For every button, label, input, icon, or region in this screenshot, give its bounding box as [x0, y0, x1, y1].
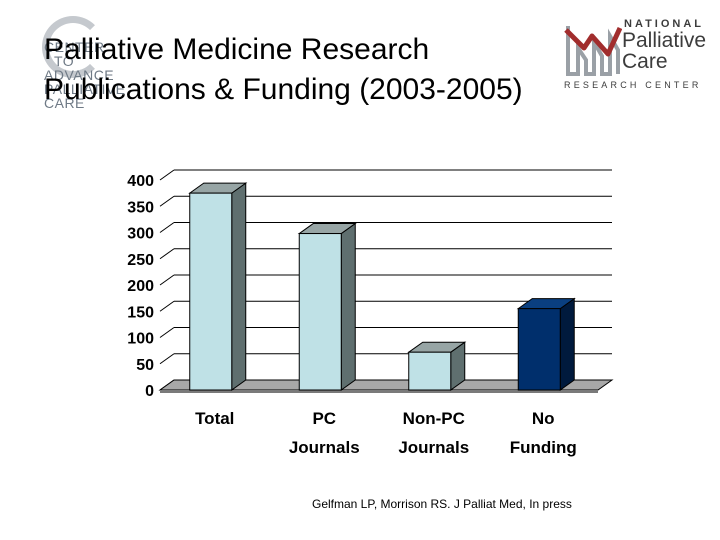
nprc-palliative-text: Palliative	[622, 29, 707, 52]
bar-chart: 0 50 100 150 200 250 300 350 400 Total PC Journals N…	[127, 169, 614, 457]
capc-logo: CENTER TO ADVANCE PALLIATIVE CARE	[40, 14, 140, 110]
citation: Gelfman LP, Morrison RS. J Palliat Med, …	[312, 497, 572, 511]
gridline-side	[159, 327, 175, 338]
x-tick-label: No	[532, 409, 555, 428]
gridline-side	[159, 195, 175, 207]
x-tick-label: PC	[312, 409, 336, 428]
gridline-side	[159, 248, 175, 260]
bar-side	[231, 182, 247, 391]
y-tick-label: 350	[127, 199, 154, 216]
x-tick-label: Non-PC	[403, 409, 465, 428]
gridline-side	[159, 274, 175, 286]
gridline-side	[159, 300, 175, 312]
nprc-research-center-text: RESEARCH CENTER	[564, 80, 702, 90]
nprc-logo: NATIONAL Palliative Care RESEARCH CENTER	[560, 18, 710, 94]
x-tick-label: Journals	[398, 438, 469, 457]
nprc-care-text: Care	[622, 50, 668, 73]
nprc-national-text: NATIONAL	[624, 18, 705, 30]
gridline-side	[159, 169, 175, 181]
bar-side	[559, 297, 575, 391]
slide-title: Palliative Medicine Research Publication…	[44, 30, 523, 110]
capc-ring-icon	[42, 16, 104, 78]
capc-logo-line: TO	[54, 53, 75, 69]
bar	[517, 308, 561, 391]
bar	[189, 192, 233, 391]
y-tick-label: 0	[145, 383, 154, 400]
slide-title-line-1: Palliative Medicine Research	[44, 33, 430, 66]
bar	[408, 351, 452, 391]
y-tick-label: 400	[127, 173, 154, 190]
y-tick-label: 250	[127, 252, 154, 269]
x-tick-label: Journals	[289, 438, 360, 457]
bar-side	[340, 222, 356, 391]
capc-logo-line: CENTER	[44, 39, 105, 55]
gridline-side	[159, 222, 175, 233]
gridline-side	[159, 353, 175, 365]
y-tick-label: 200	[127, 278, 154, 295]
y-tick-label: 50	[136, 357, 154, 374]
y-tick-label: 150	[127, 304, 154, 321]
capc-logo-line: PALLIATIVE	[44, 81, 126, 97]
chart-floor-edge	[160, 390, 598, 393]
bar	[298, 233, 342, 391]
nprc-mark-icon	[564, 20, 622, 78]
x-tick-label: Funding	[510, 438, 577, 457]
y-tick-label: 100	[127, 331, 154, 348]
capc-logo-line: CARE	[44, 95, 85, 111]
capc-logo-line: ADVANCE	[44, 67, 115, 83]
slide-title-line-2: Publications & Funding (2003-2005)	[44, 73, 523, 106]
y-tick-label: 300	[127, 226, 154, 243]
capc-logo-text: CENTER TO ADVANCE PALLIATIVE CARE	[44, 40, 126, 110]
x-tick-label: Total	[195, 409, 234, 428]
